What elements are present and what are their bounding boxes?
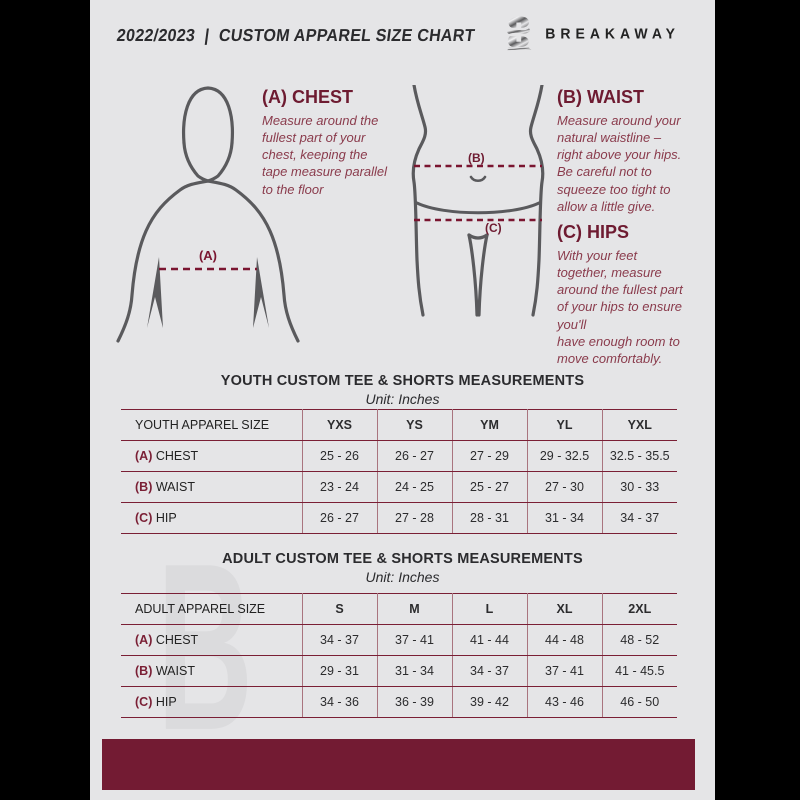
svg-text:(A): (A) bbox=[199, 248, 217, 263]
